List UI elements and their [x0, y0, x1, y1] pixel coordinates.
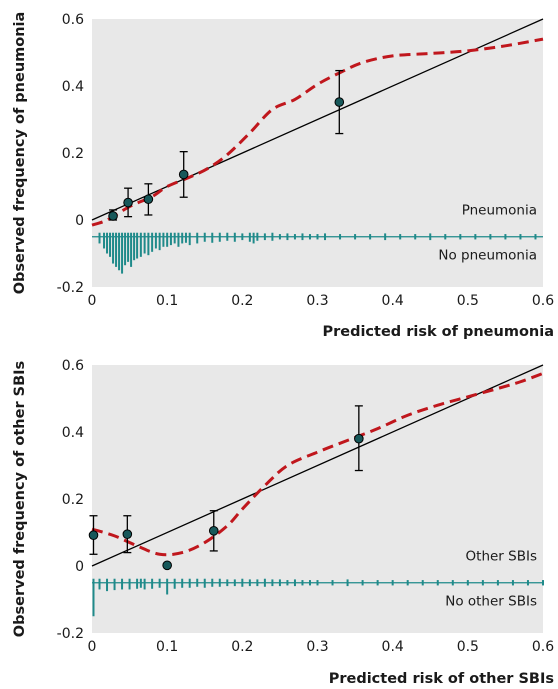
x-tick-label: 0	[88, 293, 97, 309]
y-axis-title: Observed frequency of other SBIs	[12, 361, 28, 637]
x-axis-title: Predicted risk of pneumonia	[322, 324, 554, 340]
y-tick-label: 0.4	[62, 79, 84, 95]
ideal-calibration-line	[91, 364, 544, 567]
non-event-annotation: No other SBIs	[445, 594, 537, 610]
y-tick-label: 0.2	[62, 146, 84, 162]
x-axis-title: Predicted risk of other SBIs	[329, 671, 554, 687]
grouped-observation-point	[178, 169, 189, 180]
grouped-observation-point	[162, 560, 172, 571]
y-tick-label: -0.2	[57, 280, 84, 296]
event-annotation: Other SBIs	[466, 549, 537, 565]
grouped-observation-point	[354, 433, 364, 444]
y-tick-label: -0.2	[57, 626, 84, 642]
y-axis-title: Observed frequency of pneumonia	[12, 12, 28, 295]
event-annotation: Pneumonia	[462, 203, 537, 219]
y-tick-label: 0.6	[62, 12, 84, 28]
grouped-observation-point	[88, 530, 99, 540]
y-tick-label: 0.2	[62, 492, 84, 508]
smoothed-calibration-curve	[91, 371, 544, 557]
y-tick-label: 0.6	[62, 358, 84, 374]
ideal-calibration-line	[91, 18, 544, 221]
y-tick-label: 0.4	[62, 425, 84, 441]
x-tick-label: 0.4	[382, 639, 404, 655]
x-tick-label: 0	[88, 639, 97, 655]
x-tick-label: 0.5	[457, 639, 479, 655]
x-tick-label: 0.6	[532, 293, 554, 309]
x-tick-label: 0.2	[231, 293, 253, 309]
x-tick-label: 0.4	[382, 293, 404, 309]
non-event-annotation: No pneumonia	[438, 248, 537, 264]
grouped-observation-point	[143, 194, 154, 205]
x-tick-label: 0.5	[457, 293, 479, 309]
x-tick-label: 0.1	[156, 293, 178, 309]
grouped-observation-point	[108, 211, 118, 221]
y-tick-label: 0	[75, 213, 84, 229]
grouped-observation-point	[122, 529, 133, 539]
grouped-observation-point	[123, 197, 133, 208]
x-tick-label: 0.2	[231, 639, 253, 655]
x-tick-label: 0.1	[156, 639, 178, 655]
x-tick-label: 0.6	[532, 639, 554, 655]
grouped-observation-point	[334, 97, 345, 107]
grouped-observation-point	[208, 526, 219, 536]
y-tick-label: 0	[75, 559, 84, 575]
x-tick-label: 0.3	[306, 293, 328, 309]
x-tick-label: 0.3	[306, 639, 328, 655]
